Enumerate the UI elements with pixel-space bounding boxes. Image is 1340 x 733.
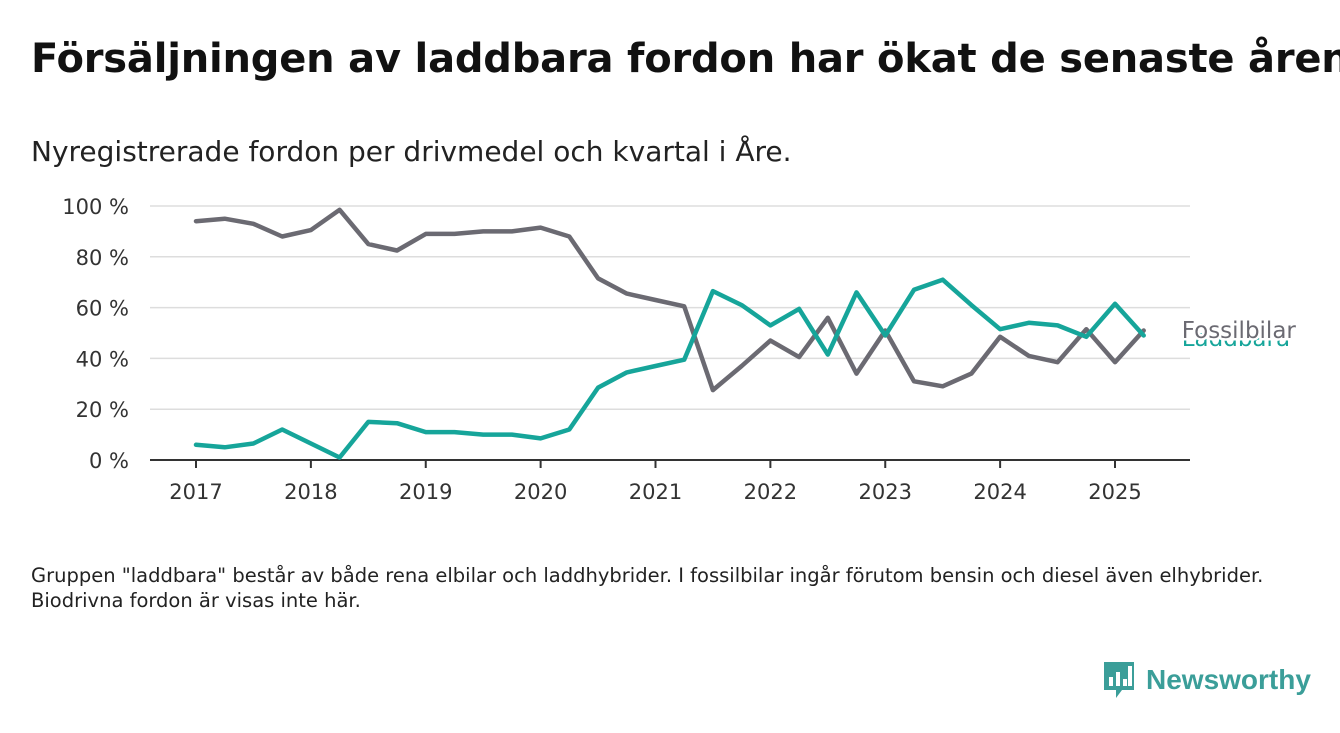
series-label-fossilbilar: Fossilbilar: [1182, 318, 1297, 344]
y-tick-label: 40 %: [76, 347, 129, 371]
y-tick-label: 0 %: [89, 449, 129, 473]
x-tick-label: 2025: [1088, 480, 1141, 504]
x-tick-label: 2019: [399, 480, 452, 504]
y-tick-label: 80 %: [76, 246, 129, 270]
gridlines: [150, 205, 1190, 410]
brand: Newsworthy: [1102, 660, 1311, 700]
x-tick-label: 2023: [859, 480, 912, 504]
footnote: Gruppen "laddbara" består av både rena e…: [31, 564, 1264, 612]
x-tick-label: 2022: [744, 480, 797, 504]
x-tick-label: 2017: [169, 480, 222, 504]
axes: 0 % 20 % 40 % 60 % 80 % 100 % 2017 2018 2019 2020…: [62, 195, 1190, 504]
series-label-laddbara: Laddbara: [1182, 326, 1290, 352]
x-tick-label: 2020: [514, 480, 567, 504]
series-line-fossilbilar: [193, 207, 1146, 393]
x-tick-label: 2024: [973, 480, 1026, 504]
x-tick-label: 2018: [284, 480, 337, 504]
chart-subtitle: Nyregistrerade fordon per drivmedel och …: [31, 135, 792, 168]
y-tick-label: 100 %: [62, 195, 129, 219]
y-tick-label: 60 %: [76, 297, 129, 321]
x-tick-label: 2021: [629, 480, 682, 504]
y-tick-label: 20 %: [76, 398, 129, 422]
series-lines: [193, 207, 1146, 460]
newsworthy-logo-icon: [1104, 662, 1134, 698]
line-chart: 0 % 20 % 40 % 60 % 80 % 100 % 2017 2018 2019 2020…: [62, 195, 1299, 504]
series-line-laddbara: [193, 277, 1146, 460]
brand-name: Newsworthy: [1146, 664, 1311, 695]
chart-title: Försäljningen av laddbara fordon har öka…: [31, 36, 1340, 82]
